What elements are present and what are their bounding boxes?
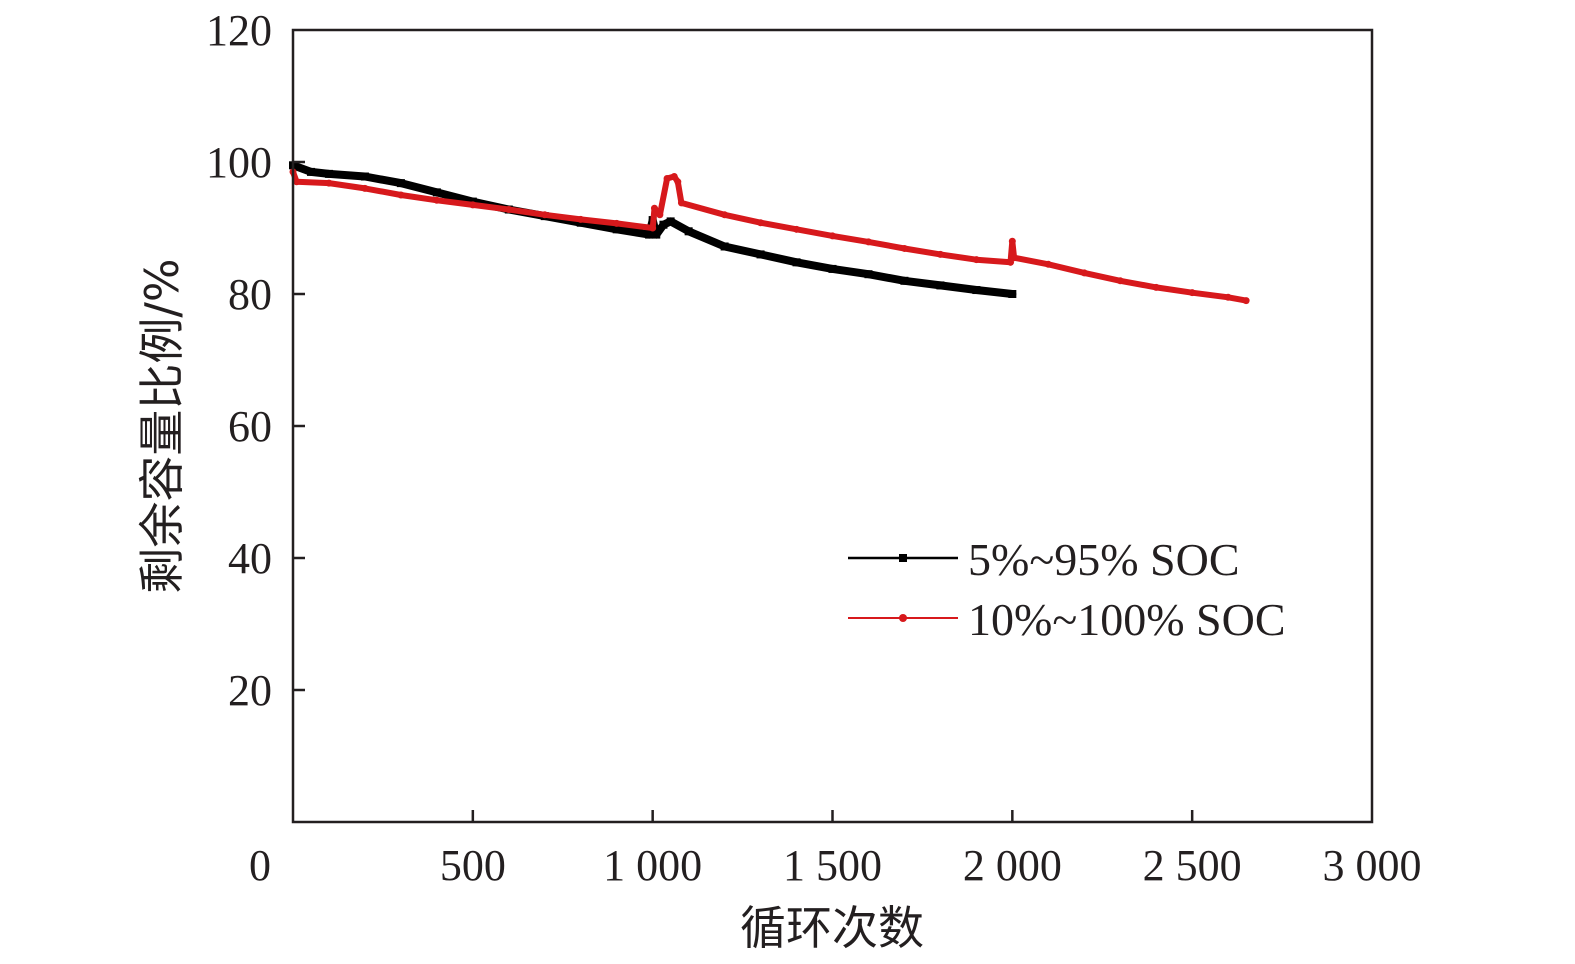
y-tick-label: 60	[228, 402, 272, 451]
series-layer	[289, 161, 1250, 305]
data-point	[433, 196, 441, 204]
data-point	[432, 188, 441, 197]
data-point	[1116, 277, 1124, 285]
y-tick-label: 100	[206, 138, 272, 187]
data-point	[900, 276, 909, 285]
data-point	[936, 281, 945, 290]
x-tick-label: 2 000	[963, 841, 1062, 890]
data-point	[324, 169, 333, 178]
x-tick-label: 0	[249, 841, 271, 890]
data-point	[828, 264, 837, 273]
data-point	[306, 167, 315, 176]
data-point	[541, 211, 549, 219]
data-point	[361, 184, 369, 192]
data-point	[972, 256, 980, 264]
data-point	[645, 230, 654, 239]
data-point	[792, 258, 801, 267]
data-point	[396, 179, 405, 188]
legend-marker-circle	[899, 614, 907, 622]
data-point	[1008, 290, 1017, 298]
data-point	[577, 215, 585, 223]
data-point	[325, 179, 333, 187]
y-tick-label: 40	[228, 534, 272, 583]
data-point	[793, 225, 801, 233]
y-axis-ticks: 20 40 60 80 100 120	[206, 6, 305, 715]
data-point	[684, 227, 693, 236]
data-point	[757, 219, 765, 227]
data-point	[1242, 297, 1250, 305]
data-point	[293, 178, 301, 186]
legend-marker-square	[899, 554, 907, 562]
data-point	[656, 211, 664, 219]
data-point	[720, 242, 729, 251]
data-point	[360, 172, 369, 181]
x-tick-label: 2 500	[1143, 841, 1242, 890]
series-line-2	[290, 168, 1250, 304]
y-tick-label: 20	[228, 666, 272, 715]
data-point	[936, 250, 944, 258]
data-point	[1188, 289, 1196, 297]
data-point	[469, 201, 477, 209]
data-point	[505, 206, 513, 214]
data-point	[829, 232, 836, 240]
data-point	[652, 230, 661, 239]
y-tick-label: 120	[206, 6, 272, 55]
data-point	[674, 178, 682, 186]
legend: 5%~95% SOC 10%~100% SOC	[848, 534, 1286, 645]
data-point	[1224, 293, 1232, 301]
y-axis-title: 剩余容量比例/%	[135, 258, 189, 593]
data-point	[756, 250, 765, 259]
data-point	[864, 270, 873, 279]
data-point	[1152, 283, 1160, 291]
y-tick-label: 80	[228, 270, 272, 319]
x-tick-label: 3 000	[1323, 841, 1422, 890]
data-point	[900, 244, 908, 252]
data-point	[1010, 254, 1018, 262]
x-tick-label: 1 500	[783, 841, 882, 890]
data-point	[670, 173, 678, 181]
legend-label-1: 5%~95% SOC	[968, 534, 1240, 585]
x-axis-ticks: 0 500 1 000 1 500 2 000 2 500 3 000	[249, 810, 1422, 890]
data-point	[397, 191, 405, 199]
data-point	[666, 217, 675, 226]
data-point	[612, 225, 621, 234]
data-point	[659, 220, 668, 229]
data-point	[1044, 260, 1052, 268]
data-point	[864, 238, 872, 246]
data-point	[649, 224, 657, 232]
x-tick-label: 1 000	[603, 841, 702, 890]
data-point	[972, 286, 981, 295]
x-tick-label: 500	[440, 841, 506, 890]
data-point	[677, 199, 685, 207]
data-point	[650, 204, 658, 212]
plot-area-frame	[291, 28, 1374, 824]
legend-label-2: 10%~100% SOC	[968, 594, 1286, 645]
data-point	[613, 219, 621, 227]
data-point	[1008, 237, 1016, 245]
data-point	[721, 211, 729, 219]
data-point	[663, 175, 671, 182]
x-axis-title: 循环次数	[740, 901, 924, 955]
data-point	[1080, 269, 1088, 277]
